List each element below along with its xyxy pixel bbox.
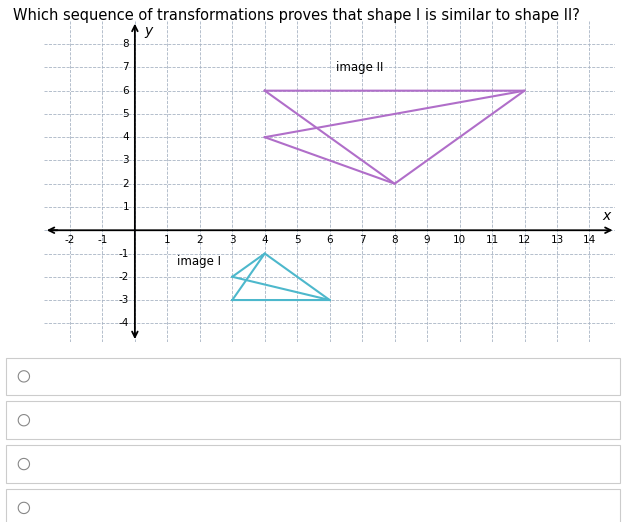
Text: -1: -1 — [119, 248, 129, 258]
Text: a 90° counterclockwise rotation about the origin, and then a dilation by a scale: a 90° counterclockwise rotation about th… — [39, 502, 605, 514]
Text: 1: 1 — [122, 202, 129, 212]
Text: y: y — [144, 25, 152, 39]
Text: 6: 6 — [122, 86, 129, 96]
Text: -2: -2 — [65, 235, 75, 245]
Text: -2: -2 — [119, 272, 129, 282]
Text: 14: 14 — [583, 235, 596, 245]
Text: a 90° counterclockwise rotation about the origin, and then a dilation by a scale: a 90° counterclockwise rotation about th… — [39, 370, 605, 383]
Text: -3: -3 — [119, 295, 129, 305]
Text: 3: 3 — [122, 156, 129, 165]
Text: 11: 11 — [485, 235, 499, 245]
Text: image I: image I — [177, 255, 221, 268]
Text: 13: 13 — [550, 235, 563, 245]
Text: 9: 9 — [424, 235, 430, 245]
Text: 7: 7 — [359, 235, 365, 245]
Text: a reflection across the x-axis, and then a dilation by a scale factor of 3: a reflection across the x-axis, and then… — [39, 414, 482, 426]
Text: 10: 10 — [453, 235, 466, 245]
Text: image II: image II — [336, 61, 384, 74]
Text: 4: 4 — [261, 235, 268, 245]
Text: 8: 8 — [122, 39, 129, 49]
Text: 6: 6 — [327, 235, 333, 245]
Text: 4: 4 — [122, 132, 129, 142]
Text: -1: -1 — [97, 235, 107, 245]
Text: 5: 5 — [122, 109, 129, 119]
Text: 7: 7 — [122, 63, 129, 73]
Text: 2: 2 — [197, 235, 203, 245]
Text: 5: 5 — [294, 235, 301, 245]
Text: x: x — [602, 209, 610, 223]
Text: -4: -4 — [119, 318, 129, 328]
Text: 1: 1 — [164, 235, 171, 245]
Text: 12: 12 — [518, 235, 531, 245]
Text: a reflection across the x-axis, and then a dilation by a scale factor of 2: a reflection across the x-axis, and then… — [39, 458, 482, 470]
Text: 8: 8 — [391, 235, 398, 245]
Text: 3: 3 — [229, 235, 236, 245]
Text: Which sequence of transformations proves that shape I is similar to shape II?: Which sequence of transformations proves… — [13, 8, 580, 23]
Text: 2: 2 — [122, 179, 129, 189]
